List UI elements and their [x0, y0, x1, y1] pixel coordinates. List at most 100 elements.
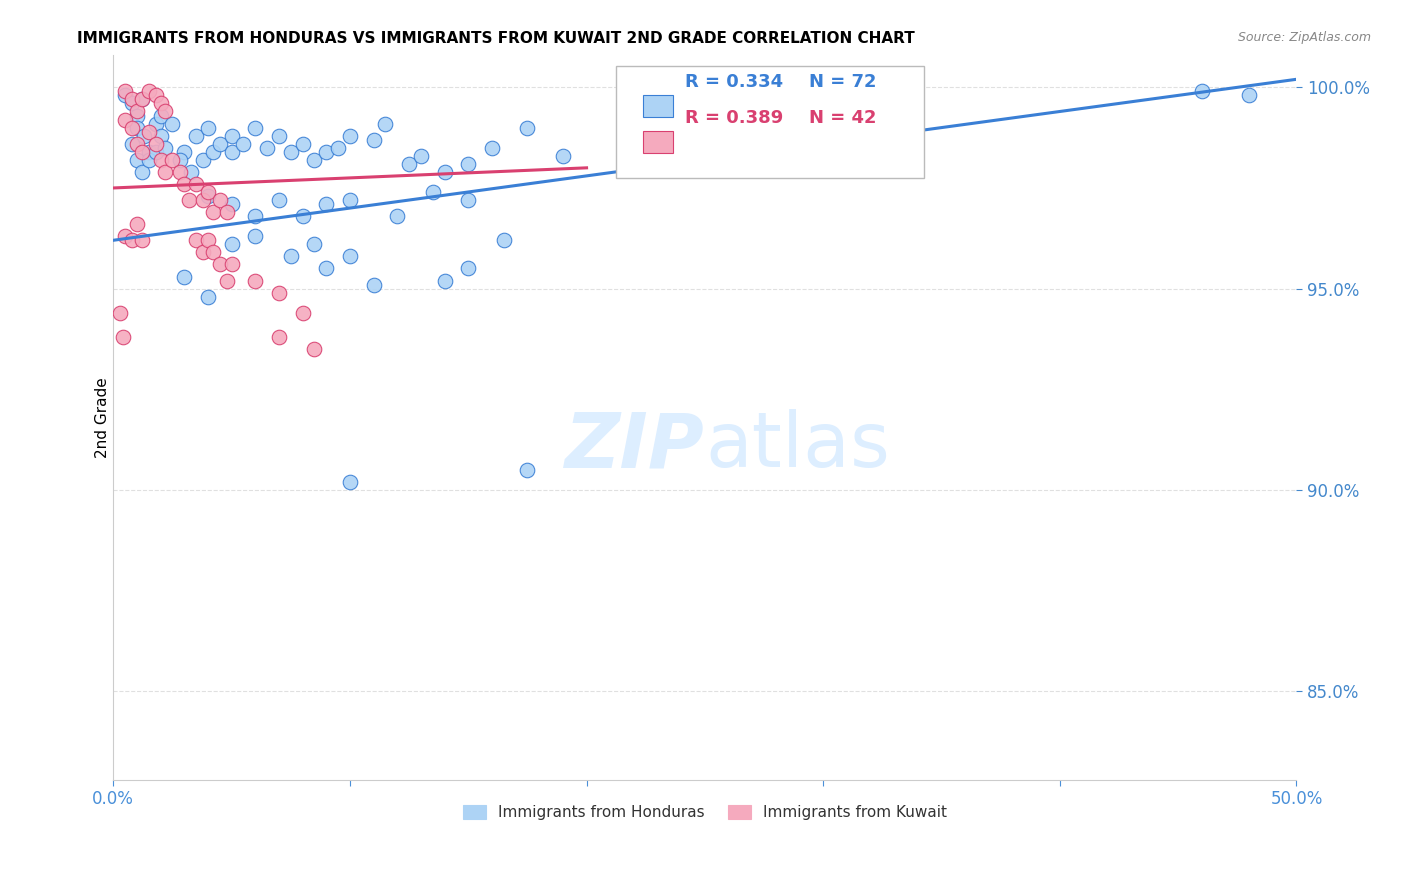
Point: [125, 136, 148, 151]
Point: [131, 145, 153, 159]
Point: [245, 229, 267, 244]
Point: [149, 108, 172, 122]
Point: [363, 277, 385, 292]
Point: [398, 157, 420, 171]
Point: [339, 249, 361, 263]
Point: [267, 285, 290, 300]
Point: [131, 92, 153, 106]
Point: [304, 342, 326, 356]
Point: [339, 193, 361, 207]
Point: [173, 145, 195, 159]
Point: [125, 104, 148, 119]
Point: [291, 209, 314, 223]
Point: [221, 237, 243, 252]
Point: [110, 306, 132, 320]
Text: ZIP: ZIP: [565, 409, 704, 483]
Point: [304, 153, 326, 167]
Point: [131, 233, 153, 247]
Point: [481, 141, 503, 155]
Point: [149, 128, 172, 143]
Point: [121, 120, 143, 135]
Text: Source: ZipAtlas.com: Source: ZipAtlas.com: [1237, 31, 1371, 45]
Point: [387, 209, 409, 223]
Point: [1191, 84, 1213, 98]
Point: [326, 141, 349, 155]
Text: atlas: atlas: [704, 409, 890, 483]
Point: [232, 136, 254, 151]
Point: [138, 153, 160, 167]
Point: [180, 165, 202, 179]
Point: [551, 149, 574, 163]
Point: [291, 136, 314, 151]
Point: [145, 117, 167, 131]
Point: [184, 177, 207, 191]
Point: [121, 96, 143, 111]
Point: [374, 117, 396, 131]
Point: [197, 233, 219, 247]
Point: [131, 165, 153, 179]
Point: [121, 136, 143, 151]
Point: [138, 84, 160, 98]
Point: [145, 136, 167, 151]
Point: [201, 145, 224, 159]
Point: [363, 133, 385, 147]
Point: [177, 193, 200, 207]
Point: [215, 205, 238, 219]
Point: [304, 237, 326, 252]
Point: [215, 273, 238, 287]
Point: [422, 185, 444, 199]
Point: [193, 245, 215, 260]
Point: [193, 193, 215, 207]
Point: [162, 117, 184, 131]
Text: R = 0.334: R = 0.334: [685, 73, 783, 91]
Point: [245, 209, 267, 223]
FancyBboxPatch shape: [616, 66, 924, 178]
Point: [197, 185, 219, 199]
Point: [145, 145, 167, 159]
Point: [197, 290, 219, 304]
Point: [267, 193, 290, 207]
Y-axis label: 2nd Grade: 2nd Grade: [94, 377, 110, 458]
Point: [197, 189, 219, 203]
Point: [149, 153, 172, 167]
Text: N = 72: N = 72: [808, 73, 876, 91]
FancyBboxPatch shape: [644, 131, 673, 153]
Point: [245, 120, 267, 135]
Point: [245, 273, 267, 287]
Text: R = 0.389: R = 0.389: [685, 109, 783, 128]
Point: [315, 261, 337, 276]
Point: [1237, 88, 1260, 103]
Point: [155, 165, 177, 179]
Point: [114, 88, 136, 103]
Point: [184, 128, 207, 143]
Point: [111, 330, 134, 344]
Point: [169, 153, 191, 167]
Point: [280, 145, 302, 159]
Point: [433, 273, 456, 287]
Point: [169, 165, 191, 179]
Point: [114, 84, 136, 98]
Point: [339, 475, 361, 489]
Point: [125, 217, 148, 231]
FancyBboxPatch shape: [644, 95, 673, 117]
Point: [114, 112, 136, 127]
Point: [201, 205, 224, 219]
Point: [155, 104, 177, 119]
Point: [208, 193, 231, 207]
Point: [315, 145, 337, 159]
Point: [131, 92, 153, 106]
Point: [197, 120, 219, 135]
Point: [256, 141, 278, 155]
Point: [125, 120, 148, 135]
Point: [184, 233, 207, 247]
Point: [221, 145, 243, 159]
Point: [201, 245, 224, 260]
Point: [221, 197, 243, 211]
Point: [145, 88, 167, 103]
Point: [162, 153, 184, 167]
Point: [433, 165, 456, 179]
Point: [267, 330, 290, 344]
Point: [516, 120, 538, 135]
Point: [457, 193, 479, 207]
Point: [267, 128, 290, 143]
